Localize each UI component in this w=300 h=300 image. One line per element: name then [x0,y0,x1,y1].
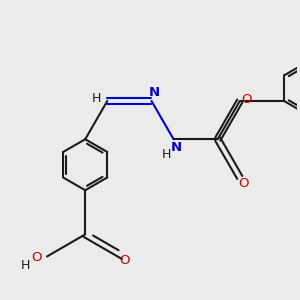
Text: N: N [170,141,182,154]
Text: H: H [21,259,31,272]
Text: N: N [149,86,160,99]
Text: O: O [120,254,130,267]
Text: O: O [238,177,249,190]
Text: O: O [32,251,42,264]
Text: O: O [241,93,251,106]
Text: H: H [92,92,101,105]
Text: H: H [161,148,171,161]
